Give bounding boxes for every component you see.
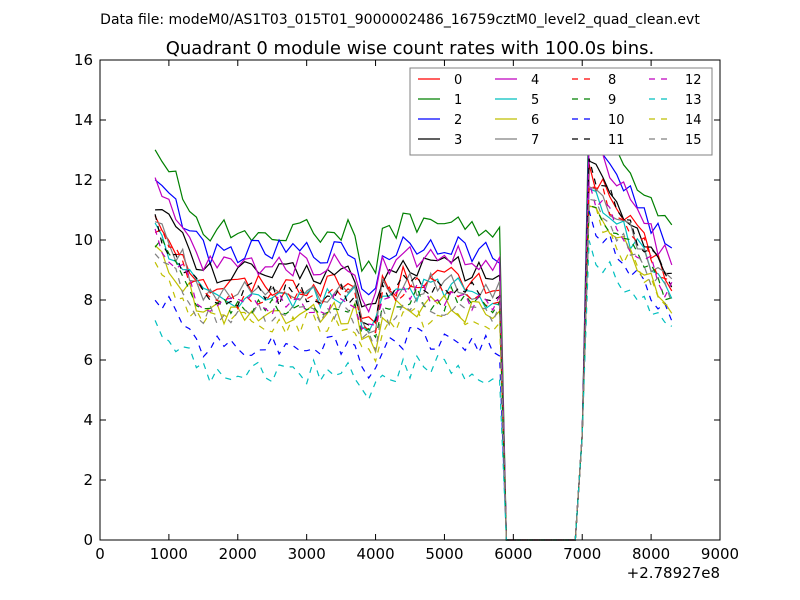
legend-label: 4 <box>531 73 539 88</box>
series-layer <box>154 98 673 541</box>
legend-label: 1 <box>454 93 462 108</box>
ticks-layer: 0 1000 2000 3000 4000 5000 6000 7000 8000 9000 0 2 4… <box>74 51 739 563</box>
x-tick-label: 7000 <box>563 545 601 563</box>
legend-label: 14 <box>685 113 702 128</box>
series-line-13 <box>154 240 673 541</box>
series-line-0 <box>154 164 673 541</box>
y-tick-label: 6 <box>83 351 93 369</box>
x-offset-label: +2.78927e8 <box>627 564 720 582</box>
legend-label: 13 <box>685 93 702 108</box>
x-tick-label: 6000 <box>494 545 532 563</box>
x-tick-label: 2000 <box>219 545 257 563</box>
chart-suptitle: Data file: modeM0/AS1T03_015T01_90000024… <box>100 12 700 28</box>
legend-label: 15 <box>685 133 702 148</box>
x-tick-label: 1000 <box>150 545 188 563</box>
legend-label: 2 <box>454 113 462 128</box>
series-line-7 <box>154 185 673 541</box>
x-tick-label: 9000 <box>701 545 739 563</box>
legend-label: 6 <box>531 113 539 128</box>
legend-label: 8 <box>608 73 616 88</box>
x-tick-label: 4000 <box>356 545 394 563</box>
series-line-3 <box>155 160 672 541</box>
series-line-11 <box>154 158 673 541</box>
y-tick-label: 8 <box>83 291 93 309</box>
y-tick-label: 12 <box>74 171 93 189</box>
series-line-8 <box>154 184 673 541</box>
x-tick-label: 8000 <box>632 545 670 563</box>
y-tick-label: 0 <box>83 531 93 549</box>
x-tick-label: 3000 <box>288 545 326 563</box>
legend-label: 3 <box>454 133 462 148</box>
series-line-12 <box>154 181 673 541</box>
x-tick-label: 5000 <box>425 545 463 563</box>
legend-label: 12 <box>685 73 702 88</box>
x-tick-label: 0 <box>95 545 105 563</box>
legend-label: 9 <box>608 93 616 108</box>
legend-label: 5 <box>531 93 539 108</box>
y-tick-label: 14 <box>74 111 93 129</box>
y-tick-label: 16 <box>74 51 93 69</box>
y-tick-label: 10 <box>74 231 93 249</box>
legend-frame <box>409 67 713 156</box>
series-line-15 <box>154 198 673 541</box>
chart-title: Quadrant 0 module wise count rates with … <box>166 38 655 59</box>
y-tick-label: 2 <box>83 471 93 489</box>
legend-label: 10 <box>608 113 625 128</box>
legend-label: 0 <box>454 73 462 88</box>
series-line-1 <box>154 98 673 541</box>
series-line-5 <box>154 188 673 541</box>
series-line-9 <box>154 204 672 541</box>
y-tick-label: 4 <box>83 411 93 429</box>
legend-label: 11 <box>608 133 625 148</box>
series-line-10 <box>154 210 673 541</box>
legend-label: 7 <box>531 133 539 148</box>
